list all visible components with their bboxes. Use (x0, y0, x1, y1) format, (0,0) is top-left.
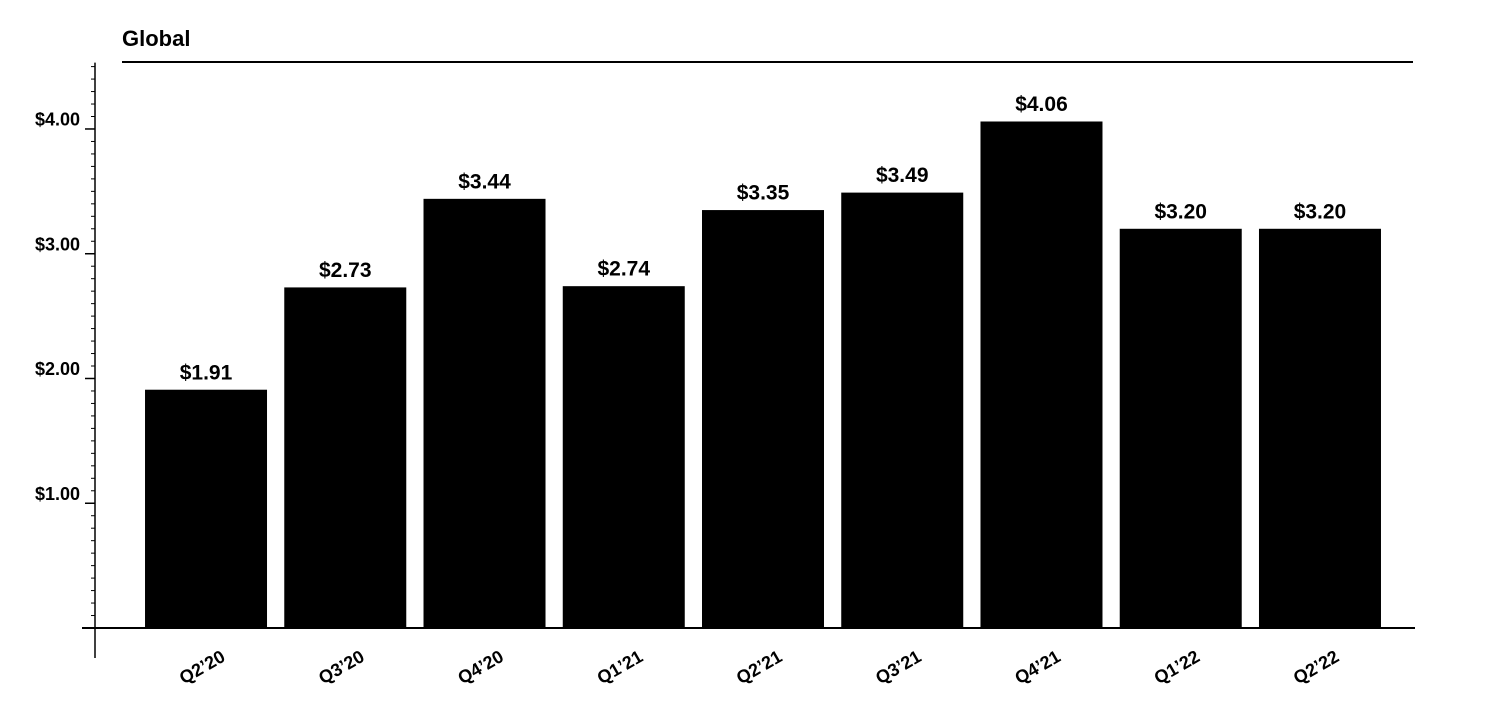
value-label: $3.44 (458, 170, 511, 193)
x-tick-label: Q4’21 (1011, 646, 1063, 688)
bar (980, 121, 1103, 629)
value-label: $3.35 (737, 182, 790, 205)
value-label: $3.49 (876, 164, 929, 187)
y-tick-label: $4.00 (35, 110, 80, 130)
y-tick-label: $3.00 (35, 234, 80, 254)
x-tick-label: Q2’20 (176, 646, 228, 688)
bar (145, 389, 268, 628)
x-tick-label: Q3’20 (315, 646, 367, 688)
bar (284, 287, 407, 628)
value-label: $4.06 (1015, 93, 1068, 116)
chart-title: Global (122, 26, 190, 51)
bar (562, 286, 685, 628)
value-label: $2.74 (597, 258, 650, 281)
bar (1258, 228, 1381, 628)
x-tick-label: Q1’22 (1151, 646, 1203, 688)
value-label: $3.20 (1154, 200, 1207, 223)
bar (423, 198, 546, 628)
bar (841, 192, 964, 629)
x-tick-label: Q2’22 (1290, 646, 1342, 688)
y-tick-label: $1.00 (35, 484, 80, 504)
value-label: $2.73 (319, 259, 372, 282)
value-label: $1.91 (180, 361, 233, 384)
bar (702, 210, 824, 628)
x-tick-label: Q3’21 (872, 646, 924, 688)
x-tick-label: Q4’20 (454, 646, 506, 688)
bar (1119, 228, 1242, 628)
y-tick-label: $2.00 (35, 359, 80, 379)
x-tick-label: Q2’21 (733, 646, 785, 688)
value-label: $3.20 (1294, 200, 1347, 223)
x-tick-label: Q1’21 (594, 646, 646, 688)
